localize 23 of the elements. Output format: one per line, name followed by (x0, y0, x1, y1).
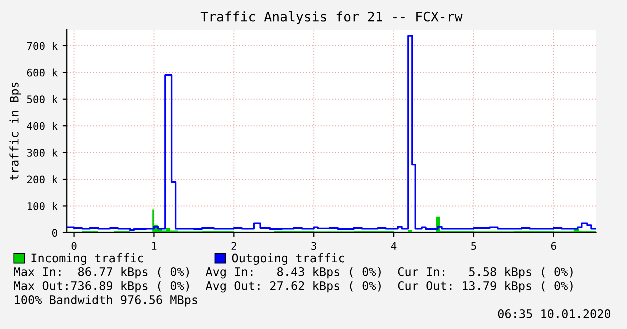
x-tick-label: 4 (391, 242, 397, 250)
y-tick-label: 600 k (27, 68, 58, 77)
x-tick-label: 2 (232, 242, 236, 250)
legend-label: Outgoing traffic (232, 254, 344, 266)
legend-label: Incoming traffic (32, 254, 144, 266)
text: Max In: 86.77 kBps ( 0%) Avg In: 8.43 kBps ( 0%) Cur In: 5.58 kBps ( 0%) (14, 267, 573, 279)
chart-title: Traffic Analysis for 21 -- FCX-rw (200, 12, 463, 24)
y-tick-label: 200 k (27, 176, 58, 184)
text: 06:35 10.01.2020 (498, 310, 611, 318)
y-tick-label: 400 k (27, 122, 58, 130)
x-tick-label: 5 (472, 242, 476, 250)
y-tick-label: 0 (52, 229, 58, 238)
y-tick-label: 500 k (27, 95, 58, 104)
y-tick-label: 300 k (27, 148, 58, 157)
x-tick-label: 1 (152, 242, 157, 250)
x-tick-label: 3 (312, 242, 316, 250)
y-tick-label: 100 k (28, 202, 58, 210)
text: 100% Bandwidth 976.56 MBps (15, 295, 198, 307)
x-tick-label: 0 (72, 242, 77, 250)
text: Max Out:736.89 kBps ( 0%) Avg Out: 27.62 kBps ( 0%) Cur Out: 13.79 kBps ( 0%) (14, 281, 573, 293)
y-tick-label: 700 k (27, 42, 58, 50)
x-tick-label: 6 (551, 242, 556, 250)
y-axis-title: traffic in Bps (10, 82, 22, 180)
